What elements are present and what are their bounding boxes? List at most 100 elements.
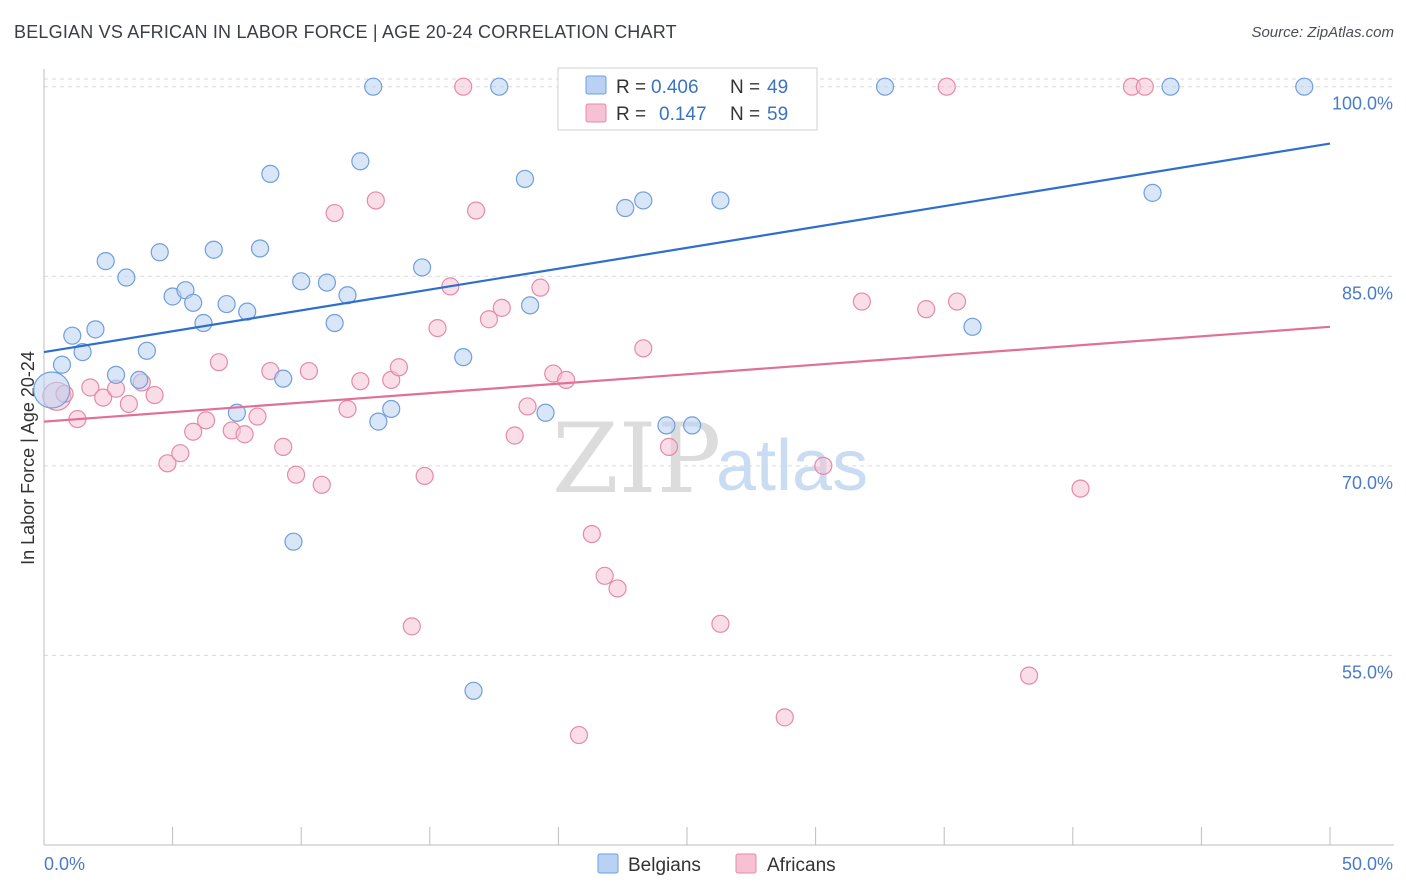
belgians-point	[382, 399, 401, 419]
africans-point	[557, 370, 576, 390]
africans-point	[325, 203, 344, 223]
belgians-point	[364, 77, 383, 96]
africans-point	[492, 298, 511, 317]
y-tick-label: 85.0%	[1342, 283, 1393, 303]
africans-point	[81, 378, 100, 397]
y-axis-label: In Labor Force | Age 20-24	[18, 351, 38, 565]
belgians-point	[369, 412, 388, 431]
belgians-point	[711, 191, 730, 210]
belgians-point	[184, 293, 203, 312]
africans-point	[454, 77, 473, 96]
africans-point	[235, 425, 254, 444]
belgians-trend-line	[43, 142, 1331, 354]
belgians-point	[117, 268, 136, 287]
africans-point	[415, 466, 434, 486]
africans-point	[171, 444, 190, 463]
africans-point	[145, 385, 164, 405]
africans-point	[158, 454, 177, 473]
belgians-point	[683, 416, 702, 435]
watermark-atlas: atlas	[716, 426, 868, 506]
africans-point	[947, 292, 967, 311]
belgians-point	[412, 258, 432, 277]
bottom-legend-swatch-belgians	[597, 853, 619, 874]
africans-point	[248, 407, 267, 426]
africans-point	[711, 614, 730, 633]
africans-point	[659, 437, 679, 456]
legend-belgians-n-label: N =	[730, 77, 760, 98]
belgians-point	[194, 313, 213, 333]
africans-point	[505, 426, 524, 445]
belgians-point	[490, 77, 509, 96]
legend-africans-n-label: N =	[730, 104, 760, 125]
x-tick-label-min: 0.0%	[44, 854, 85, 874]
africans-point	[1071, 479, 1090, 498]
africans-point	[569, 725, 589, 745]
africans-point	[274, 437, 293, 456]
africans-point	[814, 456, 833, 475]
africans-point	[402, 617, 421, 636]
bottom-legend-swatch-africans	[735, 853, 757, 874]
africans-point	[531, 278, 550, 297]
africans-trend-line	[43, 325, 1331, 423]
africans-point	[312, 475, 331, 494]
africans-point	[119, 394, 138, 414]
legend-africans-n-value: 59	[767, 104, 788, 125]
belgians-point	[1161, 77, 1180, 96]
africans-point	[1135, 77, 1154, 96]
belgians-point	[515, 169, 535, 189]
legend-africans-r-value: 0.147	[659, 104, 707, 125]
y-tick-label: 55.0%	[1342, 662, 1393, 682]
belgians-point	[634, 191, 653, 210]
africans-point	[937, 77, 956, 96]
africans-point	[209, 353, 228, 372]
africans-point	[852, 292, 871, 311]
belgians-point	[33, 371, 71, 409]
belgians-point	[63, 326, 82, 345]
belgians-point	[317, 273, 337, 292]
belgians-point	[106, 365, 126, 384]
africans-point	[338, 399, 357, 419]
belgians-point	[454, 348, 473, 367]
belgians-point	[52, 355, 72, 374]
belgians-point	[204, 240, 223, 259]
belgians-point	[150, 243, 169, 262]
africans-point	[775, 708, 794, 727]
africans-point	[1019, 666, 1039, 685]
bottom-legend-africans: Africans	[767, 855, 836, 876]
belgians-point	[657, 416, 676, 435]
belgians-point	[536, 403, 555, 422]
trend-lines	[43, 142, 1331, 423]
bottom-legend: Belgians Africans	[597, 853, 836, 876]
chart-title: BELGIAN VS AFRICAN IN LABOR FORCE | AGE …	[14, 22, 677, 42]
legend-swatch-belgians	[585, 75, 607, 95]
africans-point	[428, 318, 447, 338]
belgians-point	[1143, 183, 1162, 202]
source-label: Source: ZipAtlas.com	[1251, 24, 1394, 41]
belgians-point	[1295, 77, 1314, 96]
africans-point	[634, 339, 653, 358]
legend-belgians-r-label: R =	[616, 77, 646, 98]
africans-point	[917, 300, 936, 319]
legend-belgians-r-value: 0.406	[651, 77, 699, 98]
legend-swatch-africans	[585, 103, 607, 123]
belgians-point	[137, 341, 156, 360]
africans-point	[286, 465, 306, 484]
y-tick-label: 70.0%	[1342, 473, 1393, 493]
belgians-point	[325, 313, 344, 333]
africans-point	[196, 411, 216, 430]
axes	[43, 69, 1394, 846]
y-tick-labels: 100.0% 85.0% 70.0% 55.0%	[1332, 94, 1393, 683]
belgians-point	[130, 370, 149, 390]
belgians-point	[292, 272, 311, 291]
x-ticks	[172, 827, 1331, 845]
africans-point	[518, 397, 537, 416]
belgians-point	[96, 252, 115, 271]
belgians-point	[217, 294, 236, 314]
belgians-point	[464, 681, 483, 700]
legend-belgians-n-value: 49	[767, 77, 788, 98]
belgians-point	[875, 77, 895, 96]
africans-point	[608, 579, 627, 598]
africans-point	[389, 358, 409, 377]
africans-point	[366, 191, 385, 210]
